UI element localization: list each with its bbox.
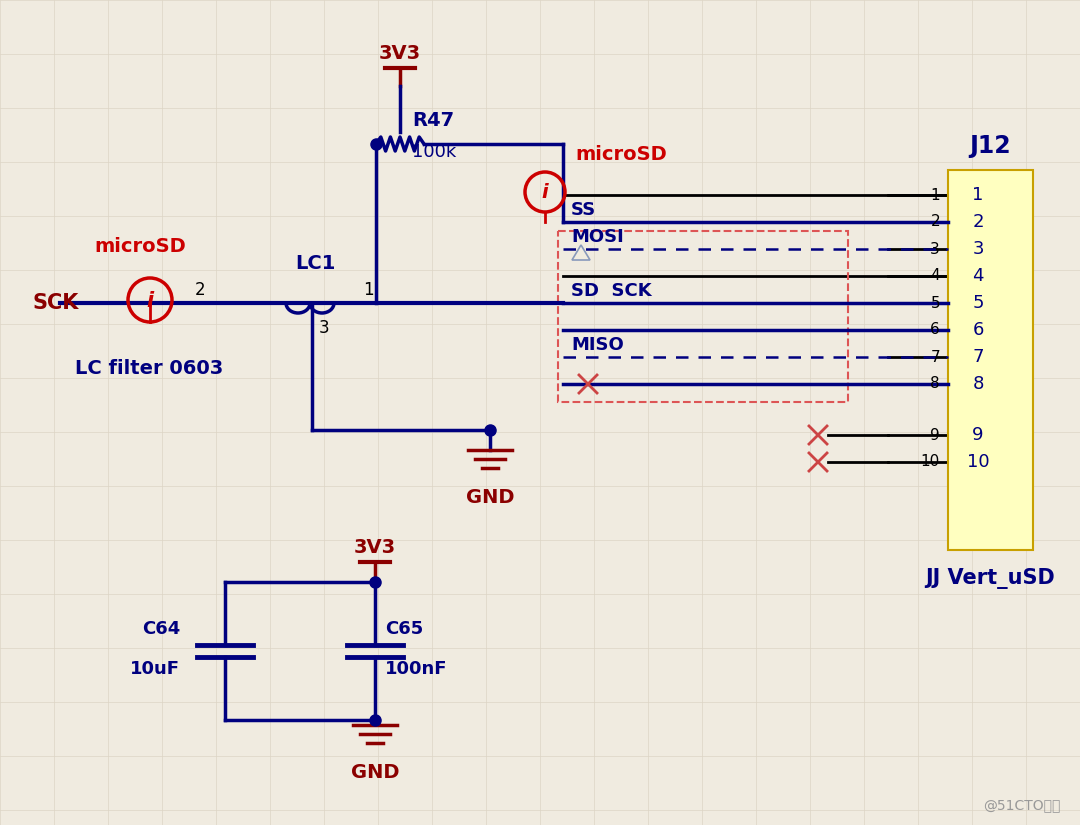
- Text: 3: 3: [319, 319, 329, 337]
- Text: 6: 6: [972, 321, 984, 339]
- Text: @51CTO博客: @51CTO博客: [983, 798, 1059, 812]
- Text: 3V3: 3V3: [379, 44, 421, 63]
- Text: 1: 1: [363, 281, 374, 299]
- Text: 2: 2: [972, 213, 984, 231]
- Text: C65: C65: [384, 620, 423, 638]
- Text: GND: GND: [351, 763, 400, 782]
- Text: LC1: LC1: [295, 254, 335, 273]
- Text: GND: GND: [465, 488, 514, 507]
- Text: 5: 5: [972, 294, 984, 312]
- Text: C64: C64: [141, 620, 180, 638]
- Text: 10: 10: [921, 455, 940, 469]
- Text: 3: 3: [930, 242, 940, 257]
- Bar: [948, 170, 1032, 550]
- Text: 7: 7: [930, 350, 940, 365]
- Text: 100nF: 100nF: [384, 660, 447, 678]
- Text: 4: 4: [930, 268, 940, 284]
- Text: SS: SS: [571, 201, 596, 219]
- Text: 5: 5: [930, 295, 940, 310]
- Text: 8: 8: [972, 375, 984, 393]
- Text: 2: 2: [194, 281, 205, 299]
- Text: 7: 7: [972, 348, 984, 366]
- Text: SD  SCK: SD SCK: [571, 282, 651, 300]
- Text: i: i: [542, 183, 549, 202]
- Text: J12: J12: [970, 134, 1011, 158]
- Text: 10uF: 10uF: [130, 660, 180, 678]
- Text: SCK: SCK: [33, 293, 79, 313]
- Text: microSD: microSD: [575, 145, 666, 164]
- Text: MISO: MISO: [571, 336, 624, 354]
- Text: MOSI: MOSI: [571, 228, 624, 246]
- Text: 3V3: 3V3: [354, 538, 396, 557]
- Text: 1: 1: [972, 186, 984, 204]
- Text: LC filter 0603: LC filter 0603: [75, 359, 224, 378]
- Text: 2: 2: [930, 214, 940, 229]
- Text: microSD: microSD: [94, 237, 186, 256]
- Text: 3: 3: [972, 240, 984, 258]
- Text: 6: 6: [930, 323, 940, 337]
- Text: 9: 9: [930, 427, 940, 442]
- Text: 1: 1: [930, 187, 940, 202]
- Text: R47: R47: [411, 111, 454, 130]
- Bar: [558, 231, 848, 402]
- Text: JJ Vert_uSD: JJ Vert_uSD: [926, 568, 1055, 589]
- Text: i: i: [147, 291, 153, 311]
- Text: 100k: 100k: [411, 143, 456, 161]
- Text: 8: 8: [930, 376, 940, 392]
- Text: 9: 9: [972, 426, 984, 444]
- Text: 10: 10: [967, 453, 989, 471]
- Text: 4: 4: [972, 267, 984, 285]
